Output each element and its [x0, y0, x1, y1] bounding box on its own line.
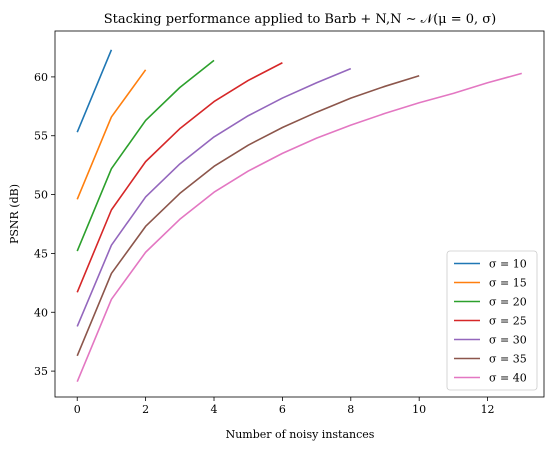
legend-label: σ = 15: [489, 277, 527, 290]
series-line-7: [76, 72, 522, 383]
x-axis-label: Number of noisy instances: [226, 428, 375, 441]
plot-frame: [54, 30, 545, 398]
legend-label: σ = 10: [489, 258, 527, 271]
legend-label: σ = 20: [489, 296, 527, 309]
series-line-6: [76, 74, 420, 357]
y-tick-label: 40: [34, 306, 48, 319]
series-line-3: [76, 59, 215, 252]
y-tick-label: 60: [34, 71, 48, 84]
series-line-2: [76, 69, 147, 200]
series-line-4: [76, 62, 283, 293]
legend-label: σ = 30: [489, 334, 527, 347]
y-tick-label: 35: [34, 365, 48, 378]
series-line-5: [76, 67, 352, 327]
x-tick-label: 4: [211, 403, 218, 416]
legend-box: [446, 250, 538, 391]
y-axis-label: PSNR (dB): [8, 184, 21, 244]
x-tick-label: 6: [279, 403, 286, 416]
legend-label: σ = 40: [489, 372, 527, 385]
y-tick-label: 55: [34, 130, 48, 143]
legend-label: σ = 35: [489, 353, 527, 366]
y-tick-label: 45: [34, 247, 48, 260]
legend: σ = 10 σ = 15 σ = 20 σ = 25 σ = 30 σ = 35 σ = …: [446, 250, 538, 391]
x-tick-label: 10: [412, 403, 426, 416]
legend-label: σ = 25: [489, 315, 527, 328]
chart-title: Stacking performance applied to Barb + N…: [104, 12, 497, 27]
x-tick-label: 8: [347, 403, 354, 416]
series-line-1: [76, 49, 113, 133]
x-tick-label: 0: [74, 403, 81, 416]
x-tick-label: 2: [142, 403, 149, 416]
x-tick-label: 12: [481, 403, 495, 416]
y-tick-label: 50: [34, 189, 48, 202]
